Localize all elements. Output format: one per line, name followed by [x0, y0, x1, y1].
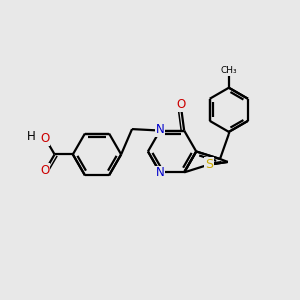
- Text: O: O: [177, 98, 186, 111]
- Text: O: O: [40, 164, 49, 176]
- Text: N: N: [156, 124, 164, 136]
- Text: H: H: [27, 130, 35, 143]
- Text: CH₃: CH₃: [220, 66, 237, 75]
- Text: S: S: [206, 158, 213, 171]
- Text: N: N: [156, 167, 164, 179]
- Text: O: O: [40, 132, 49, 145]
